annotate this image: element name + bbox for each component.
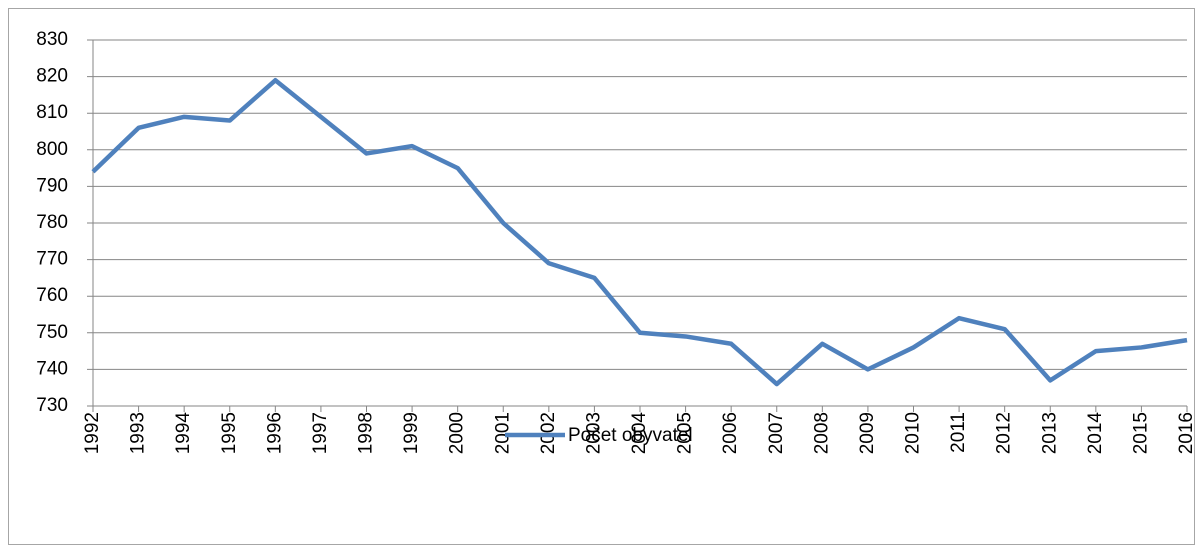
x-tick-label: 2007 (766, 412, 787, 454)
x-tick-label: 1999 (401, 412, 422, 454)
x-tick-label: 1994 (173, 412, 194, 455)
y-tick-label: 820 (36, 66, 68, 87)
x-tick-label: 2006 (720, 412, 741, 454)
y-tick-label: 780 (36, 212, 68, 233)
legend-label: Počet obyvatel (568, 425, 693, 446)
x-tick-label: 2004 (629, 412, 650, 455)
y-tick-label: 730 (36, 395, 68, 416)
y-tick-label: 760 (36, 285, 68, 306)
data-line (91, 78, 1188, 387)
x-tick-label: 1996 (264, 412, 285, 454)
x-tick-label: 2016 (1176, 412, 1197, 454)
y-tick-label: 830 (36, 29, 68, 50)
x-tick-label: 1992 (82, 412, 103, 454)
x-tick-label: 2012 (994, 412, 1015, 454)
y-tick-label: 800 (36, 139, 68, 160)
x-tick-label: 1995 (219, 412, 240, 454)
x-tick-label: 1998 (356, 412, 377, 454)
x-tick-label: 2005 (675, 412, 696, 454)
x-tick-label: 2009 (857, 412, 878, 454)
x-tick-label: 2010 (903, 412, 924, 454)
x-tick-label: 1993 (128, 412, 149, 454)
y-tick-label: 740 (36, 358, 68, 379)
y-tick-label: 750 (36, 322, 68, 343)
x-tick-label: 2015 (1130, 412, 1151, 454)
x-tick-label: 2008 (811, 412, 832, 454)
chart-border (8, 8, 1195, 545)
x-tick-label: 2003 (583, 412, 604, 454)
y-tick-label: 810 (36, 102, 68, 123)
y-tick-label: 770 (36, 249, 68, 270)
x-tick-label: 2000 (447, 412, 468, 454)
x-tick-label: 2011 (948, 412, 969, 453)
y-tick-label: 790 (36, 175, 68, 196)
x-tick-label: 2014 (1085, 412, 1106, 455)
x-tick-label: 2001 (492, 412, 513, 454)
x-tick-label: 2013 (1039, 412, 1060, 454)
x-tick-label: 1997 (310, 412, 331, 454)
